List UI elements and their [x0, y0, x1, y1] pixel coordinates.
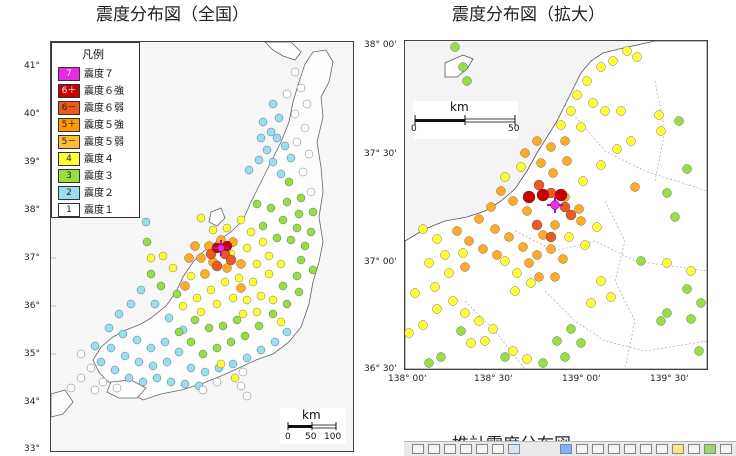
scale-tick: 100 [324, 432, 342, 442]
legend-item: 5＋ 震度５強 [58, 116, 124, 132]
legend-item: 3 震度３ [58, 167, 114, 183]
legend-label: 震度３ [84, 171, 114, 182]
legend-swatch: 5＋ [58, 118, 80, 132]
lat-label-33: 33° [24, 444, 40, 454]
scale-unit: km [302, 408, 321, 422]
legend-item: 2 震度２ [58, 184, 114, 200]
legend-label: 震度５弱 [84, 137, 124, 148]
legend-title: 凡例 [82, 48, 104, 61]
lat-label-36-30: 36° 30' [364, 364, 397, 374]
legend-label: 震度４ [84, 154, 114, 165]
lat-label-38-00: 38° 00' [364, 40, 397, 50]
lat-label-37-30: 37° 30' [364, 149, 397, 159]
legend-label: 震度６強 [84, 86, 124, 97]
legend-swatch: 1 [58, 203, 80, 217]
scale-bar-graphic [287, 422, 337, 430]
toolbar-button[interactable] [476, 444, 488, 454]
national-map-canvas [51, 42, 334, 418]
toolbar-button[interactable] [412, 444, 424, 454]
scale-tick: 0 [285, 432, 291, 442]
legend-item: 4 震度４ [58, 150, 114, 166]
toolbar-button[interactable] [656, 444, 668, 454]
right-scale-unit: km [450, 100, 469, 114]
toolbar-button[interactable] [640, 444, 652, 454]
lat-label-38: 38° [24, 205, 40, 215]
legend-swatch: 5－ [58, 135, 80, 149]
legend-swatch: 6－ [58, 101, 80, 115]
legend-label: 震度２ [84, 188, 114, 199]
legend-label: 震度７ [84, 69, 114, 80]
toolbar-button[interactable] [672, 444, 684, 454]
lat-label-39: 39° [24, 157, 40, 167]
enlarged-map-canvas [405, 41, 707, 369]
lat-label-37-00: 37° 00' [364, 257, 397, 267]
lon-label-139-00: 139° 00' [562, 374, 601, 384]
right-map-title: 震度分布図（拡大） [452, 5, 605, 25]
enlarged-intensity-map [404, 40, 708, 370]
toolbar-button[interactable] [688, 444, 700, 454]
lon-label-139-30: 139° 30' [650, 374, 689, 384]
legend-label: 震度１ [84, 205, 114, 216]
toolbar-button[interactable] [492, 444, 504, 454]
toolbar-button[interactable] [592, 444, 604, 454]
legend-item: 5－ 震度５弱 [58, 133, 124, 149]
left-scale-bar: km 0 50 100 [280, 408, 346, 444]
right-scale-tick: 50 [508, 124, 520, 134]
lon-label-138-30: 138° 30' [474, 374, 513, 384]
national-intensity-map [50, 41, 354, 452]
legend-swatch: 7 [58, 67, 80, 81]
toolbar-button[interactable] [720, 444, 732, 454]
legend-item: 7 震度７ [58, 65, 114, 81]
toolbar-button[interactable] [428, 444, 440, 454]
legend-label: 震度６弱 [84, 103, 124, 114]
toolbar-button[interactable] [576, 444, 588, 454]
legend-item: 1 震度１ [58, 201, 114, 217]
lat-label-36: 36° [24, 301, 40, 311]
legend-item: 6－ 震度６弱 [58, 99, 124, 115]
lat-label-37: 37° [24, 253, 40, 263]
legend-swatch: 6＋ [58, 84, 80, 98]
toolbar-button[interactable] [624, 444, 636, 454]
lat-label-34: 34° [24, 397, 40, 407]
legend-swatch: 3 [58, 169, 80, 183]
lat-label-40: 40° [24, 109, 40, 119]
left-map-title: 震度分布図（全国） [96, 5, 249, 25]
lon-label-138-00: 138° 00' [388, 374, 427, 384]
toolbar-button[interactable] [508, 444, 520, 454]
lat-label-35: 35° [24, 349, 40, 359]
toolbar-button[interactable] [560, 444, 572, 454]
legend-label: 震度５強 [84, 120, 124, 131]
toolbar-button[interactable] [608, 444, 620, 454]
toolbar-button[interactable] [444, 444, 456, 454]
lat-label-41: 41° [24, 61, 40, 71]
scale-tick: 50 [305, 432, 317, 442]
legend-item: 6＋ 震度６強 [58, 82, 124, 98]
intensity-legend: 凡例 7 震度７ 6＋ 震度６強 6－ 震度６弱 5＋ 震度５強 5－ 震度５弱 4 震度４… [51, 42, 140, 218]
toolbar-button[interactable] [704, 444, 716, 454]
right-scale-tick: 0 [411, 124, 417, 134]
toolbar-button[interactable] [460, 444, 472, 454]
legend-swatch: 4 [58, 152, 80, 166]
legend-swatch: 2 [58, 186, 80, 200]
